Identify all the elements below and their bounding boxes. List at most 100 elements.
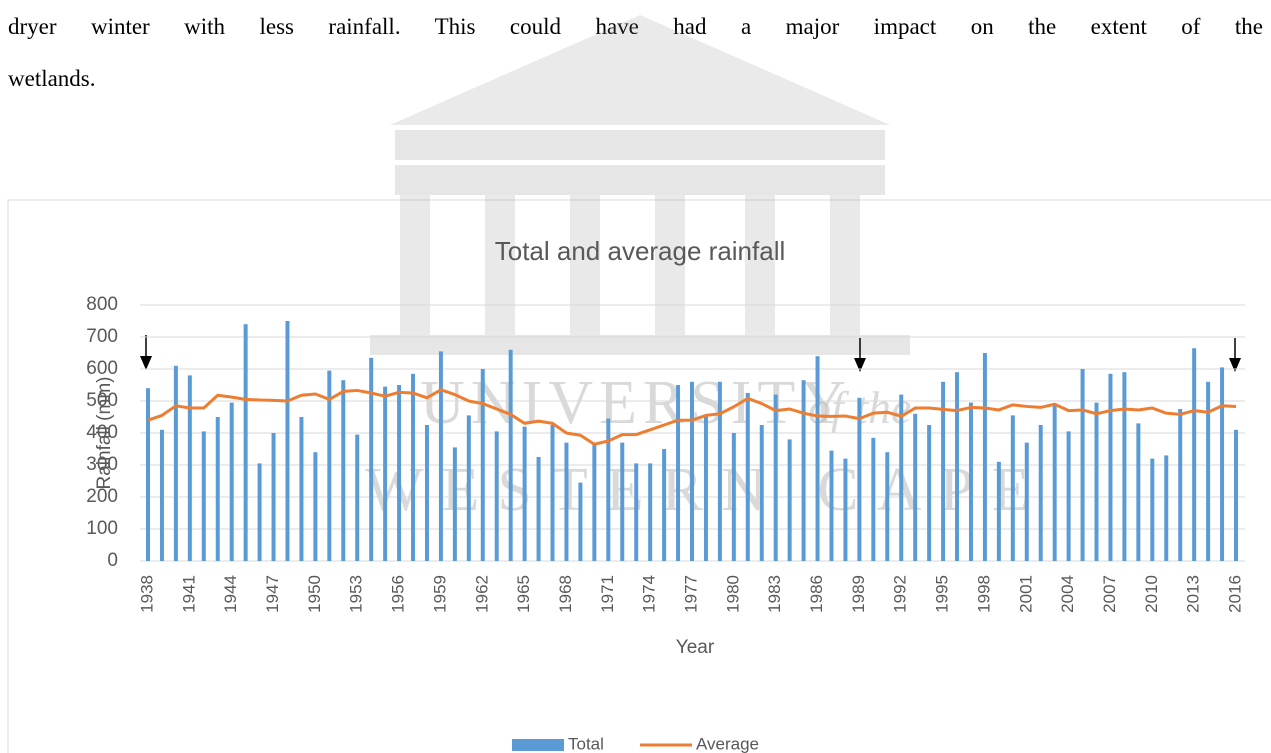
- x-tick-label: 1941: [179, 575, 198, 613]
- bar: [341, 380, 345, 561]
- bar: [495, 431, 499, 561]
- x-tick-label: 2004: [1058, 575, 1077, 613]
- legend-item: Average: [640, 734, 759, 753]
- x-tick-label: 1938: [137, 575, 156, 613]
- bar: [1234, 430, 1238, 561]
- x-tick-label: 2010: [1142, 575, 1161, 613]
- y-tick-label: 0: [107, 550, 118, 571]
- arrow: [140, 335, 152, 370]
- bar: [1081, 369, 1085, 561]
- x-tick-label: 1959: [430, 575, 449, 613]
- bar: [816, 356, 820, 561]
- x-tick-label: 1962: [472, 575, 491, 613]
- x-tick-label: 1953: [347, 575, 366, 613]
- x-tick-label: 1956: [389, 575, 408, 613]
- bar: [871, 438, 875, 561]
- bar: [634, 463, 638, 561]
- bar: [1095, 403, 1099, 561]
- bar: [244, 324, 248, 561]
- bar: [216, 417, 220, 561]
- bar: [955, 372, 959, 561]
- bar: [313, 452, 317, 561]
- x-tick-label: 1986: [807, 575, 826, 613]
- y-tick-label: 300: [86, 454, 118, 475]
- bar: [509, 350, 513, 561]
- bar: [1192, 348, 1196, 561]
- bar: [1053, 404, 1057, 561]
- bar: [188, 375, 192, 561]
- bar: [537, 457, 541, 561]
- bar: [467, 415, 471, 561]
- bar: [258, 463, 262, 561]
- bar: [997, 462, 1001, 561]
- legend-label: Total: [568, 734, 604, 753]
- y-tick-label: 400: [86, 422, 118, 443]
- bar: [746, 393, 750, 561]
- bar: [551, 425, 555, 561]
- bar: [676, 385, 680, 561]
- legend-item: Total: [512, 734, 604, 753]
- legend-label: Average: [696, 734, 759, 753]
- bar: [829, 451, 833, 561]
- bar: [662, 449, 666, 561]
- y-tick-label: 800: [86, 294, 118, 315]
- bar: [843, 459, 847, 561]
- bar: [1108, 374, 1112, 561]
- x-tick-label: 1992: [891, 575, 910, 613]
- bar: [174, 366, 178, 561]
- bar: [1136, 423, 1140, 561]
- x-tick-label: 1965: [514, 575, 533, 613]
- bar: [732, 433, 736, 561]
- bar: [704, 415, 708, 561]
- arrow: [1229, 338, 1241, 372]
- bar: [718, 382, 722, 561]
- bar: [411, 374, 415, 561]
- x-tick-label: 2013: [1184, 575, 1203, 613]
- bar: [592, 443, 596, 561]
- bar: [885, 452, 889, 561]
- x-tick-label: 2001: [1016, 575, 1035, 613]
- watermark-logo: [370, 15, 910, 355]
- bar: [620, 443, 624, 561]
- bar: [481, 369, 485, 561]
- x-tick-label: 2016: [1225, 575, 1244, 613]
- bar: [564, 443, 568, 561]
- bar: [802, 380, 806, 561]
- bar: [648, 463, 652, 561]
- bar: [788, 439, 792, 561]
- bar: [523, 427, 527, 561]
- bar: [578, 483, 582, 561]
- bar: [285, 321, 289, 561]
- bar: [453, 447, 457, 561]
- bar: [160, 430, 164, 561]
- bar: [913, 414, 917, 561]
- bar: [369, 358, 373, 561]
- bar: [1178, 409, 1182, 561]
- bar: [439, 351, 443, 561]
- bar: [1150, 459, 1154, 561]
- bar: [1220, 367, 1224, 561]
- bar: [202, 431, 206, 561]
- bar: [774, 395, 778, 561]
- bar: [969, 403, 973, 561]
- x-tick-label: 1989: [849, 575, 868, 613]
- x-tick-label: 2007: [1100, 575, 1119, 613]
- x-tick-label: 1974: [640, 575, 659, 613]
- page: dryer winter with less rainfall. This co…: [0, 0, 1271, 753]
- bar: [230, 403, 234, 561]
- bar: [397, 385, 401, 561]
- x-tick-label: 1998: [974, 575, 993, 613]
- bar: [272, 433, 276, 561]
- bar: [1206, 382, 1210, 561]
- y-tick-label: 600: [86, 358, 118, 379]
- y-tick-label: 700: [86, 326, 118, 347]
- legend-swatch: [512, 739, 564, 751]
- x-tick-label: 1995: [933, 575, 952, 613]
- chart-title: Total and average rainfall: [495, 236, 786, 266]
- bar: [1025, 443, 1029, 561]
- bar: [760, 425, 764, 561]
- x-axis-title: Year: [676, 637, 715, 658]
- x-tick-label: 1980: [723, 575, 742, 613]
- y-tick-label: 200: [86, 486, 118, 507]
- x-tick-label: 1968: [556, 575, 575, 613]
